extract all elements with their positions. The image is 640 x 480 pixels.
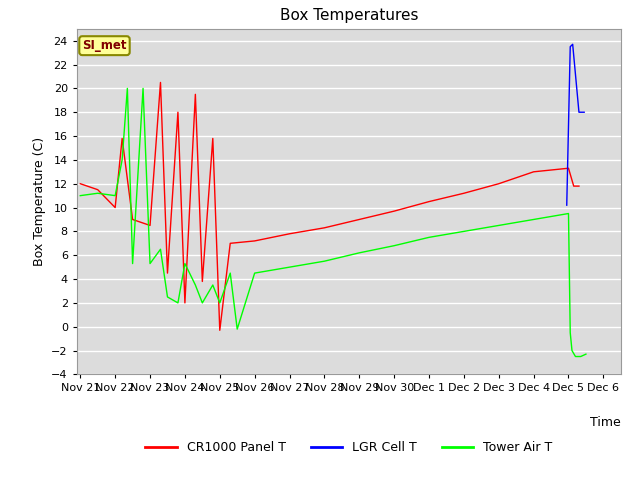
- Text: SI_met: SI_met: [82, 39, 127, 52]
- Y-axis label: Box Temperature (C): Box Temperature (C): [33, 137, 45, 266]
- Title: Box Temperatures: Box Temperatures: [280, 9, 418, 24]
- Text: Time: Time: [590, 416, 621, 429]
- Legend: CR1000 Panel T, LGR Cell T, Tower Air T: CR1000 Panel T, LGR Cell T, Tower Air T: [140, 436, 557, 459]
